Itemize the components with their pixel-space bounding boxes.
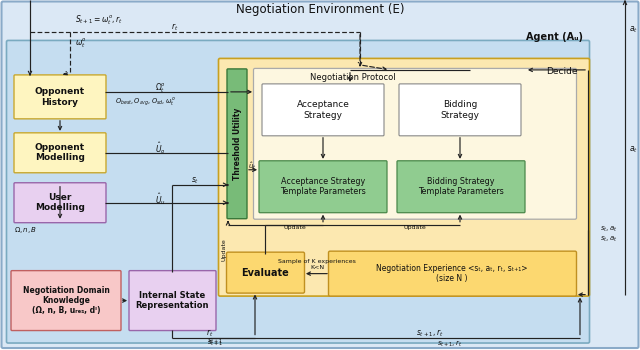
FancyBboxPatch shape — [328, 251, 577, 296]
Text: Negotiation Domain
Knowledge
(Ω, n, B, uᵣₑₛ, dᴵ): Negotiation Domain Knowledge (Ω, n, B, u… — [22, 286, 109, 315]
FancyBboxPatch shape — [11, 271, 121, 330]
Text: $\Omega_t^o$: $\Omega_t^o$ — [154, 81, 166, 94]
Text: $r_t$: $r_t$ — [172, 21, 179, 33]
Text: Negotiation Environment (E): Negotiation Environment (E) — [236, 4, 404, 16]
Text: $s_t$: $s_t$ — [191, 175, 199, 186]
Text: Update: Update — [221, 238, 227, 261]
FancyBboxPatch shape — [14, 133, 106, 173]
FancyBboxPatch shape — [6, 41, 589, 343]
Text: Decide: Decide — [547, 67, 578, 76]
FancyBboxPatch shape — [253, 68, 577, 219]
Text: Acceptance
Strategy: Acceptance Strategy — [296, 100, 349, 120]
Text: $s_{t+1}$: $s_{t+1}$ — [207, 337, 223, 346]
Text: Threshold Utility: Threshold Utility — [232, 107, 241, 180]
FancyBboxPatch shape — [129, 271, 216, 330]
FancyBboxPatch shape — [227, 69, 247, 219]
FancyBboxPatch shape — [259, 161, 387, 213]
Text: $\omega_t^o$: $\omega_t^o$ — [75, 36, 87, 50]
Text: $S_{t+1} = \omega_t^o, r_t$: $S_{t+1} = \omega_t^o, r_t$ — [75, 13, 123, 27]
Text: Update: Update — [284, 225, 307, 230]
Text: Negotiation Experience <sₜ, aₜ, rₜ, sₜ₊₁>
(size N ): Negotiation Experience <sₜ, aₜ, rₜ, sₜ₊₁… — [376, 264, 528, 283]
Text: User
Modelling: User Modelling — [35, 193, 85, 212]
Text: Bidding
Strategy: Bidding Strategy — [440, 100, 479, 120]
Text: $s_t, a_t$: $s_t, a_t$ — [600, 235, 618, 244]
Text: Sample of K experiences
K<N: Sample of K experiences K<N — [278, 259, 356, 270]
Text: Opponent
History: Opponent History — [35, 87, 85, 106]
Text: Agent (Aᵤ): Agent (Aᵤ) — [527, 32, 584, 42]
Text: $\hat{u}_t$: $\hat{u}_t$ — [248, 160, 256, 172]
Text: $\hat{U}_o$: $\hat{U}_o$ — [155, 140, 165, 156]
Text: $a_t$: $a_t$ — [628, 25, 637, 35]
Text: Acceptance Strategy
Template Parameters: Acceptance Strategy Template Parameters — [280, 177, 366, 196]
Text: Evaluate: Evaluate — [241, 268, 289, 278]
Text: Bidding Strategy
Template Parameters: Bidding Strategy Template Parameters — [418, 177, 504, 196]
Text: $\hat{U}_u$: $\hat{U}_u$ — [155, 191, 165, 207]
Text: Update: Update — [404, 225, 426, 230]
Text: Internal State
Representation: Internal State Representation — [135, 291, 209, 310]
Text: $\Omega, n, B$: $\Omega, n, B$ — [14, 225, 37, 235]
Text: Opponent
Modelling: Opponent Modelling — [35, 143, 85, 162]
FancyBboxPatch shape — [14, 75, 106, 119]
FancyBboxPatch shape — [262, 84, 384, 136]
FancyBboxPatch shape — [227, 252, 305, 293]
Text: $s_{t+1}, r_t$: $s_{t+1}, r_t$ — [437, 338, 463, 349]
Text: $O_{best}, O_{avg}, O_{sd}, \omega_t^o$: $O_{best}, O_{avg}, O_{sd}, \omega_t^o$ — [115, 96, 176, 108]
Text: $s_{t+1}, r_t$: $s_{t+1}, r_t$ — [416, 328, 444, 339]
Text: $r_t$: $r_t$ — [206, 328, 214, 339]
FancyBboxPatch shape — [397, 161, 525, 213]
Text: $s_t, a_t$: $s_t, a_t$ — [600, 225, 618, 234]
Text: $s_{t+1}$: $s_{t+1}$ — [207, 339, 223, 348]
Text: Negotiation Protocol: Negotiation Protocol — [310, 73, 396, 82]
FancyBboxPatch shape — [14, 183, 106, 223]
FancyBboxPatch shape — [399, 84, 521, 136]
Text: $a_t$: $a_t$ — [628, 145, 637, 155]
FancyBboxPatch shape — [218, 58, 589, 296]
